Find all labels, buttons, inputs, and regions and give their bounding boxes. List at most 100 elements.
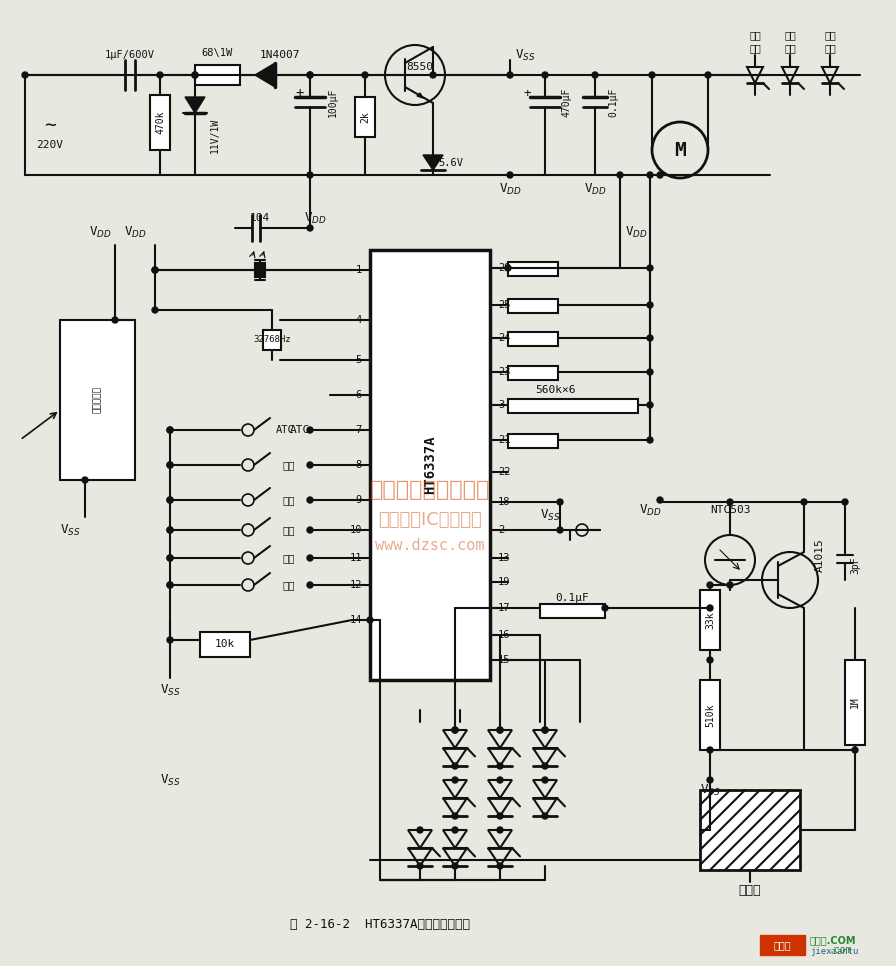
- Bar: [508, 332, 558, 346]
- Circle shape: [192, 72, 198, 78]
- Text: +: +: [296, 86, 304, 100]
- Text: 14: 14: [349, 615, 362, 625]
- Circle shape: [602, 605, 608, 611]
- Circle shape: [647, 172, 653, 178]
- Text: V$_{SS}$: V$_{SS}$: [700, 782, 720, 798]
- Text: 风类: 风类: [282, 553, 295, 563]
- Text: 10: 10: [349, 525, 362, 535]
- Text: 摇头: 摇头: [282, 580, 295, 590]
- Circle shape: [307, 172, 313, 178]
- Circle shape: [497, 827, 503, 833]
- Text: 水平: 水平: [749, 30, 761, 40]
- Circle shape: [497, 777, 503, 783]
- Bar: [255, 263, 265, 277]
- Text: 图 2-16-2  HT6337A典型应用电路图: 图 2-16-2 HT6337A典型应用电路图: [290, 919, 470, 931]
- Text: ATC: ATC: [289, 425, 310, 435]
- Circle shape: [262, 72, 268, 78]
- Bar: [700, 790, 800, 870]
- Circle shape: [727, 582, 733, 588]
- Text: 摇头: 摇头: [749, 43, 761, 53]
- Text: V$_{DD}$: V$_{DD}$: [639, 502, 661, 518]
- Text: 1μF/600V: 1μF/600V: [105, 50, 155, 60]
- Text: 输出: 输出: [824, 43, 836, 53]
- Text: 11: 11: [349, 553, 362, 563]
- Bar: [540, 604, 605, 618]
- Text: ~: ~: [44, 116, 56, 134]
- Text: 100μF: 100μF: [328, 87, 338, 117]
- Circle shape: [657, 172, 663, 178]
- Circle shape: [452, 827, 458, 833]
- Text: 2k: 2k: [360, 111, 370, 123]
- Circle shape: [649, 72, 655, 78]
- Text: 22: 22: [498, 467, 511, 477]
- Text: 3pF: 3pF: [850, 556, 860, 574]
- Text: 0.1μF: 0.1μF: [608, 87, 618, 117]
- Text: 15: 15: [498, 655, 511, 665]
- Circle shape: [167, 497, 173, 503]
- Circle shape: [307, 462, 313, 468]
- Text: V$_{DD}$: V$_{DD}$: [124, 224, 146, 240]
- Circle shape: [82, 477, 88, 483]
- Circle shape: [647, 302, 653, 308]
- Text: 杭州继阵电子市场网: 杭州继阵电子市场网: [370, 480, 490, 500]
- Circle shape: [307, 555, 313, 561]
- Text: 8: 8: [356, 460, 362, 470]
- Text: 17: 17: [498, 603, 511, 613]
- Text: 13: 13: [498, 553, 511, 563]
- Text: ATC: ATC: [276, 425, 295, 435]
- Circle shape: [617, 172, 623, 178]
- Text: 16: 16: [498, 630, 511, 640]
- Text: 7: 7: [356, 425, 362, 435]
- Circle shape: [647, 402, 653, 408]
- Circle shape: [167, 497, 173, 503]
- Text: 风速: 风速: [282, 495, 295, 505]
- Bar: [508, 262, 558, 276]
- Text: jiexiantu: jiexiantu: [810, 948, 858, 956]
- Circle shape: [727, 499, 733, 505]
- Polygon shape: [423, 155, 443, 170]
- Text: 1N4007: 1N4007: [260, 50, 300, 60]
- Circle shape: [647, 437, 653, 443]
- Circle shape: [112, 317, 118, 323]
- Circle shape: [152, 307, 158, 313]
- Text: 19: 19: [498, 577, 511, 587]
- Circle shape: [307, 527, 313, 533]
- Circle shape: [452, 727, 458, 733]
- Text: .com: .com: [828, 945, 852, 955]
- Text: 6: 6: [356, 390, 362, 400]
- Text: V$_{DD}$: V$_{DD}$: [304, 211, 326, 225]
- Polygon shape: [185, 97, 205, 113]
- Text: 470k: 470k: [155, 110, 165, 133]
- Circle shape: [452, 763, 458, 769]
- Text: 104: 104: [250, 213, 270, 223]
- Circle shape: [452, 813, 458, 819]
- Circle shape: [657, 497, 663, 503]
- Circle shape: [367, 617, 373, 623]
- Circle shape: [542, 813, 548, 819]
- Text: 5.6V: 5.6V: [438, 158, 463, 168]
- Circle shape: [167, 582, 173, 588]
- Circle shape: [362, 72, 368, 78]
- Circle shape: [152, 267, 158, 273]
- Text: 辅助: 辅助: [282, 460, 295, 470]
- Circle shape: [497, 727, 503, 733]
- Circle shape: [542, 763, 548, 769]
- Circle shape: [22, 72, 28, 78]
- Circle shape: [167, 527, 173, 533]
- Circle shape: [707, 582, 713, 588]
- Circle shape: [801, 499, 807, 505]
- Circle shape: [307, 582, 313, 588]
- Circle shape: [647, 369, 653, 375]
- Text: 1M: 1M: [850, 696, 860, 708]
- Text: 触摸端: 触摸端: [738, 884, 762, 896]
- Circle shape: [542, 727, 548, 733]
- Circle shape: [497, 863, 503, 869]
- Text: V$_{SS}$: V$_{SS}$: [159, 773, 180, 787]
- Text: 辅助: 辅助: [824, 30, 836, 40]
- Circle shape: [307, 225, 313, 231]
- Polygon shape: [417, 93, 423, 98]
- Text: 12: 12: [349, 580, 362, 590]
- Circle shape: [167, 427, 173, 433]
- Text: +: +: [523, 87, 530, 99]
- Circle shape: [167, 555, 173, 561]
